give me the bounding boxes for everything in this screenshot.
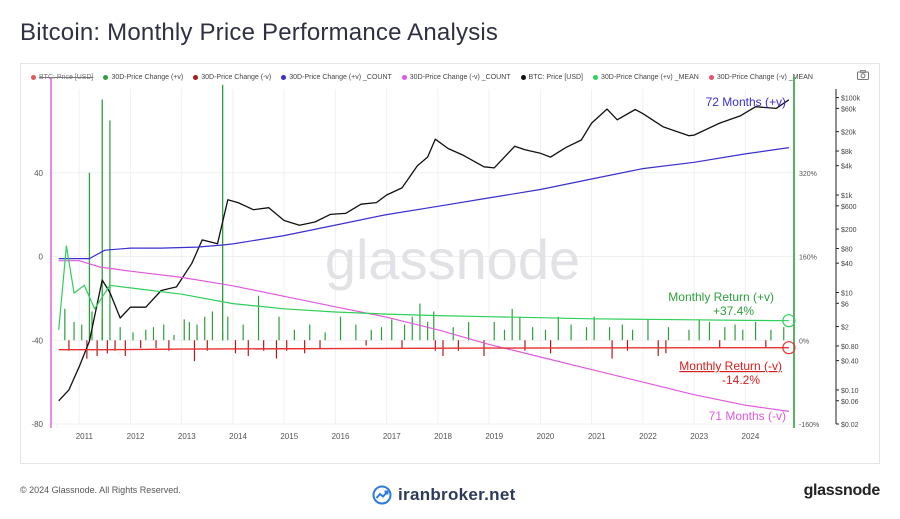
series-line-0: [58, 99, 790, 402]
legend-dot-icon: [520, 74, 526, 80]
right-axis-tick-label: $0.80: [841, 344, 859, 351]
watermark-text: iranbroker.net: [398, 485, 516, 504]
legend-dot-icon: [401, 74, 407, 80]
chart-growth-icon: [372, 485, 392, 505]
legend-label: 30D-Price Change (-v) _MEAN: [716, 73, 813, 81]
x-tick-label: 2017: [383, 432, 401, 441]
positive-mean-end-marker: [782, 314, 796, 328]
right-axis-tick-label: $2: [841, 325, 849, 332]
right-axis-tick-label: $200: [841, 227, 857, 234]
legend-label: 30D-Price Change (+v) _MEAN: [600, 73, 699, 81]
brand-logo: glassnode: [803, 482, 881, 499]
x-tick-label: 2012: [127, 432, 145, 441]
series-line-2: [58, 260, 789, 412]
negative-mean-end-marker: [782, 341, 796, 355]
legend-label: BTC: Price [USD]: [528, 73, 583, 81]
right-axis-tick-label: $0.06: [841, 399, 859, 406]
camera-icon[interactable]: [857, 70, 869, 80]
left-axis-tick-label: 0: [39, 253, 44, 262]
middle-axis-tick-label: 320%: [799, 171, 817, 178]
right-axis-tick-label: $100k: [841, 96, 861, 103]
middle-axis-tick-label: 160%: [799, 255, 817, 262]
right-axis-tick-label: $1k: [841, 193, 853, 200]
right-axis-tick-label: $0.40: [841, 359, 859, 366]
annotation-pos-count: 72 Months (+v): [706, 95, 786, 109]
legend-item-6[interactable]: 30D-Price Change (+v) _MEAN: [592, 70, 699, 84]
x-tick-label: 2011: [76, 432, 94, 441]
chart-plot: glassnode 72 Months (+v) 71 Months (-v) Mon…: [31, 77, 861, 441]
legend-label: 30D-Price Change (+v): [111, 73, 184, 81]
legend-dot-icon: [592, 74, 598, 80]
right-axis-tick-label: $4k: [841, 164, 853, 171]
x-tick-label: 2020: [537, 432, 555, 441]
right-axis-tick-label: $0.10: [841, 388, 859, 395]
x-tick-label: 2019: [485, 432, 503, 441]
x-tick-label: 2024: [742, 432, 760, 441]
right-axis-tick-label: $6: [841, 301, 849, 308]
x-tick-label: 2023: [690, 432, 708, 441]
series-line-3: [58, 245, 789, 330]
annotation-neg-mean-label: Monthly Return (-v): [679, 359, 782, 373]
x-tick-label: 2018: [434, 432, 452, 441]
right-axis-tick-label: $20k: [841, 130, 857, 137]
legend-dot-icon: [281, 74, 287, 80]
middle-axis-tick-label: -160%: [799, 422, 819, 429]
right-axis-tick-label: $40: [841, 261, 853, 268]
series-line-4: [58, 347, 789, 351]
right-axis-tick-label: $8k: [841, 149, 853, 156]
right-axis-tick-label: $0.02: [841, 422, 859, 429]
right-axis-tick-label: $10: [841, 290, 853, 297]
x-tick-label: 2021: [588, 432, 606, 441]
right-axis-tick-label: $60k: [841, 106, 857, 113]
annotation-neg-mean-value: -14.2%: [722, 373, 760, 387]
legend-item-5[interactable]: BTC: Price [USD]: [520, 70, 583, 84]
legend-item-3[interactable]: 30D-Price Change (+v) _COUNT: [281, 70, 392, 84]
copyright-text: © 2024 Glassnode. All Rights Reserved.: [20, 485, 181, 495]
right-axis-tick-label: $600: [841, 204, 857, 211]
legend-label: 30D-Price Change (+v) _COUNT: [289, 73, 392, 81]
chart-frame: BTC: Price [USD] 30D-Price Change (+v) 30D…: [20, 63, 880, 464]
left-axis-tick-label: 40: [34, 169, 43, 178]
legend-dot-icon: [193, 74, 199, 80]
right-axis-tick-label: $80: [841, 246, 853, 253]
legend-label: 30D-Price Change (-v) _COUNT: [409, 73, 511, 81]
legend-item-0[interactable]: BTC: Price [USD]: [31, 70, 93, 84]
x-tick-label: 2013: [178, 432, 196, 441]
background-watermark: glassnode: [325, 228, 580, 291]
legend-item-4[interactable]: 30D-Price Change (-v) _COUNT: [401, 70, 511, 84]
chart-legend: BTC: Price [USD] 30D-Price Change (+v) 30D…: [31, 70, 849, 84]
x-tick-label: 2016: [332, 432, 350, 441]
legend-item-1[interactable]: 30D-Price Change (+v): [103, 70, 183, 84]
middle-axis-tick-label: 0%: [799, 338, 809, 345]
legend-label: 30D-Price Change (-v): [201, 73, 272, 81]
left-axis-tick-label: -40: [31, 336, 43, 345]
left-axis-tick-label: -80: [31, 420, 43, 429]
legend-label: BTC: Price [USD]: [39, 73, 94, 81]
watermark: iranbroker.net: [372, 485, 516, 505]
annotation-pos-mean-value: +37.4%: [713, 304, 754, 318]
annotation-pos-mean-label: Monthly Return (+v): [668, 290, 774, 304]
legend-dot-icon: [103, 74, 109, 80]
legend-item-7[interactable]: 30D-Price Change (-v) _MEAN: [708, 70, 813, 84]
page-title: Bitcoin: Monthly Price Performance Analy…: [20, 19, 499, 46]
series-line-1: [58, 147, 789, 260]
legend-dot-icon: [31, 74, 36, 80]
legend-item-2[interactable]: 30D-Price Change (-v): [193, 70, 271, 84]
x-tick-label: 2022: [639, 432, 657, 441]
x-tick-label: 2014: [229, 432, 247, 441]
legend-dot-icon: [708, 74, 714, 80]
annotation-neg-count: 71 Months (-v): [709, 409, 786, 423]
x-tick-label: 2015: [280, 432, 298, 441]
